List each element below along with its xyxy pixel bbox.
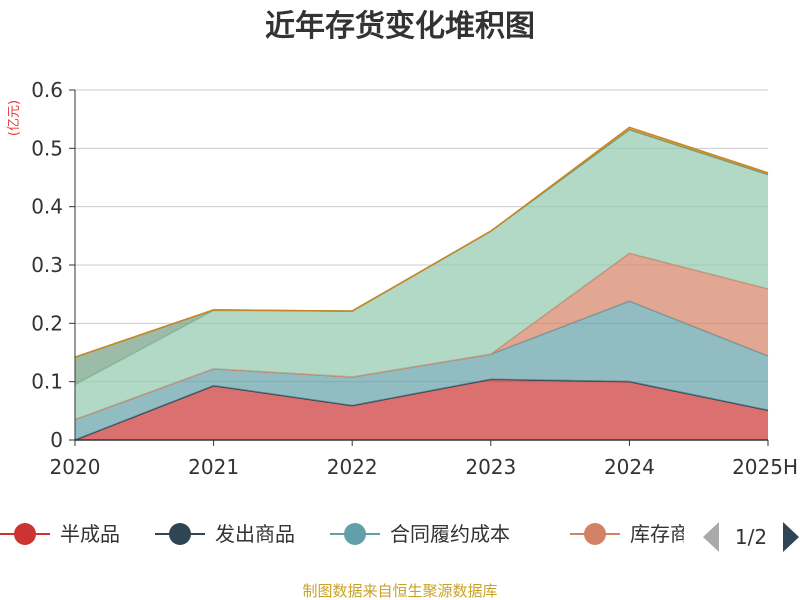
legend: 半成品 发出商品 合同履约成本 库存商 <box>0 522 690 546</box>
x-tick-label: 2023 <box>465 455 516 479</box>
legend-page-indicator: 1/2 <box>735 525 767 549</box>
y-tick-label: 0.1 <box>31 370 63 394</box>
legend-marker-icon <box>344 523 366 545</box>
next-page-icon[interactable] <box>783 522 799 552</box>
x-tick-label: 2021 <box>188 455 239 479</box>
axes: 0 0.1 0.2 0.3 0.4 0.5 0.6 2020 2021 2022 2023 2024 2… <box>31 78 798 479</box>
y-tick-label: 0.2 <box>31 311 63 335</box>
legend-marker-icon <box>584 523 606 545</box>
legend-items: 半成品 发出商品 合同履约成本 库存商 <box>0 522 690 546</box>
legend-label: 合同履约成本 <box>390 522 510 546</box>
x-tick-label: 2020 <box>50 455 101 479</box>
area-series-1 <box>75 379 768 440</box>
stacked-areas <box>74 126 769 441</box>
area-series-5 <box>75 129 768 420</box>
x-tick-label: 2022 <box>327 455 378 479</box>
legend-marker-icon <box>14 523 36 545</box>
prev-page-icon[interactable] <box>703 522 719 552</box>
y-axis-unit-label: (亿元) <box>7 100 22 136</box>
legend-item[interactable]: 合同履约成本 <box>330 522 510 546</box>
y-tick-label: 0.5 <box>31 136 63 160</box>
legend-pager[interactable]: 1/2 <box>703 522 799 552</box>
y-tick-label: 0.4 <box>31 195 63 219</box>
legend-item[interactable]: 库存商 <box>570 522 690 546</box>
series-line-7 <box>74 126 769 358</box>
x-tick-label: 2024 <box>604 455 655 479</box>
legend-item[interactable]: 半成品 <box>0 522 120 546</box>
legend-label: 发出商品 <box>215 522 295 546</box>
y-tick-label: 0 <box>50 428 63 452</box>
legend-label: 库存商 <box>630 522 690 546</box>
y-tick-label: 0.6 <box>31 78 63 102</box>
legend-item[interactable]: 发出商品 <box>155 522 295 546</box>
area-series-3 <box>75 301 768 440</box>
legend-marker-icon <box>169 523 191 545</box>
data-source-note: 制图数据来自恒生聚源数据库 <box>302 582 497 600</box>
x-tick-label: 2025H <box>732 455 798 479</box>
chart-title: 近年存货变化堆积图 <box>265 9 535 44</box>
area-series-4 <box>75 253 768 420</box>
y-tick-label: 0.3 <box>31 253 63 277</box>
legend-label: 半成品 <box>60 522 120 546</box>
